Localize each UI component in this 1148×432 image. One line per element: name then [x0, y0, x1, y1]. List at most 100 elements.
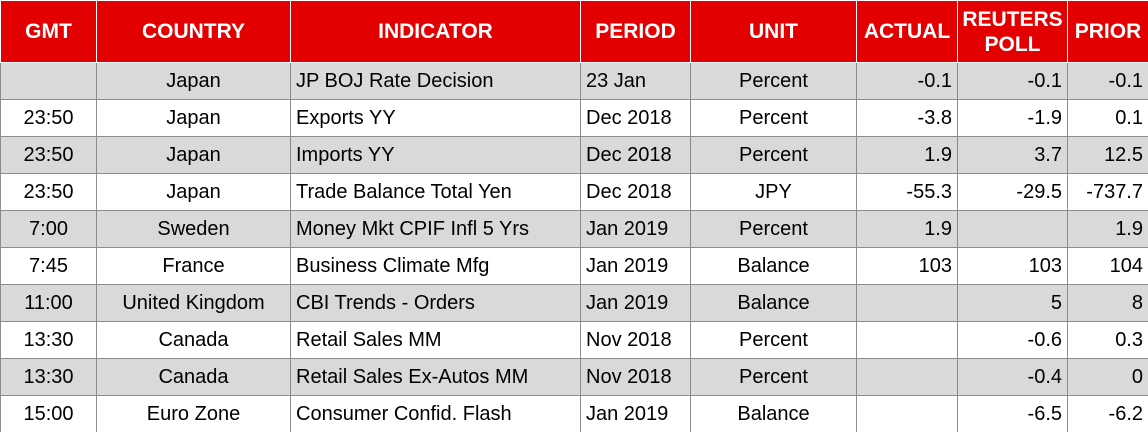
table-cell: 7:00 — [0, 210, 97, 248]
table-cell: 23 Jan — [580, 62, 691, 100]
table-cell — [856, 321, 958, 359]
column-header: INDICATOR — [290, 0, 581, 63]
column-header: PRIOR — [1067, 0, 1148, 63]
table-cell: 1.9 — [856, 136, 958, 174]
table-row: Japan JP BOJ Rate Decision 23 Jan Percent -0… — [0, 62, 1148, 100]
column-header: REUTERS POLL — [957, 0, 1068, 63]
table-cell: -1.9 — [957, 99, 1068, 137]
table-cell: 13:30 — [0, 358, 97, 396]
table-cell: Percent — [690, 321, 857, 359]
table-cell: Balance — [690, 247, 857, 285]
table-cell: CBI Trends - Orders — [290, 284, 581, 322]
table-cell: Japan — [96, 173, 291, 211]
table-cell: Japan — [96, 62, 291, 100]
table-cell: 103 — [856, 247, 958, 285]
table-cell — [0, 62, 97, 100]
table-cell: Balance — [690, 395, 857, 432]
table-cell: 1.9 — [856, 210, 958, 248]
table-cell: Percent — [690, 99, 857, 137]
table-cell: -29.5 — [957, 173, 1068, 211]
table-cell: Retail Sales MM — [290, 321, 581, 359]
table-cell: 103 — [957, 247, 1068, 285]
table-cell: 0.3 — [1067, 321, 1148, 359]
table-row: 7:00 Sweden Money Mkt CPIF Infl 5 Yrs Jan 2… — [0, 210, 1148, 248]
table-row: 23:50 Japan Exports YY Dec 2018 Percent -3.8-… — [0, 99, 1148, 137]
table-cell: 12.5 — [1067, 136, 1148, 174]
column-header: UNIT — [690, 0, 857, 63]
table-cell: Money Mkt CPIF Infl 5 Yrs — [290, 210, 581, 248]
table-cell: Jan 2019 — [580, 284, 691, 322]
table-cell: Trade Balance Total Yen — [290, 173, 581, 211]
table-cell: Japan — [96, 99, 291, 137]
table-cell: -0.1 — [1067, 62, 1148, 100]
table-cell: -0.4 — [957, 358, 1068, 396]
table-cell: -3.8 — [856, 99, 958, 137]
table-cell — [856, 358, 958, 396]
table-cell: JP BOJ Rate Decision — [290, 62, 581, 100]
table-row: 7:45 France Business Climate Mfg Jan 2019 Ba… — [0, 247, 1148, 285]
table-cell: Exports YY — [290, 99, 581, 137]
table-row: 23:50 Japan Imports YY Dec 2018 Percent 1.9 3.… — [0, 136, 1148, 174]
table-cell: Jan 2019 — [580, 210, 691, 248]
table-cell: 104 — [1067, 247, 1148, 285]
table-row: 13:30 Canada Retail Sales MM Nov 2018 Percen… — [0, 321, 1148, 359]
table-cell: Dec 2018 — [580, 99, 691, 137]
table-cell: Imports YY — [290, 136, 581, 174]
table-cell — [856, 395, 958, 432]
table-cell: 0 — [1067, 358, 1148, 396]
table-row: 11:00 United Kingdom CBI Trends - Orders Ja… — [0, 284, 1148, 322]
table-cell: 0.1 — [1067, 99, 1148, 137]
table-cell: -6.5 — [957, 395, 1068, 432]
table-cell: JPY — [690, 173, 857, 211]
table-cell: Percent — [690, 62, 857, 100]
table-body: Japan JP BOJ Rate Decision 23 Jan Percent -0… — [0, 62, 1148, 432]
table-cell: United Kingdom — [96, 284, 291, 322]
table-cell: Jan 2019 — [580, 247, 691, 285]
table-cell: Canada — [96, 321, 291, 359]
table-cell: Retail Sales Ex-Autos MM — [290, 358, 581, 396]
table-row: 15:00 Euro Zone Consumer Confid. Flash Jan … — [0, 395, 1148, 432]
table-cell: Japan — [96, 136, 291, 174]
column-header: ACTUAL — [856, 0, 958, 63]
table-cell: -0.1 — [957, 62, 1068, 100]
table-cell: Sweden — [96, 210, 291, 248]
table-cell: 11:00 — [0, 284, 97, 322]
table-cell: 23:50 — [0, 99, 97, 137]
table-cell: Nov 2018 — [580, 321, 691, 359]
table-cell: 13:30 — [0, 321, 97, 359]
table-cell: Percent — [690, 136, 857, 174]
table-cell: 15:00 — [0, 395, 97, 432]
table-cell: -0.6 — [957, 321, 1068, 359]
table-cell: Balance — [690, 284, 857, 322]
table-cell: 23:50 — [0, 136, 97, 174]
table-cell: Dec 2018 — [580, 136, 691, 174]
table-cell: Consumer Confid. Flash — [290, 395, 581, 432]
table-cell: Business Climate Mfg — [290, 247, 581, 285]
table-cell: 5 — [957, 284, 1068, 322]
table-cell — [856, 284, 958, 322]
table-cell: -0.1 — [856, 62, 958, 100]
column-header: COUNTRY — [96, 0, 291, 63]
table-cell: 7:45 — [0, 247, 97, 285]
table-cell: Percent — [690, 210, 857, 248]
table-cell: -737.7 — [1067, 173, 1148, 211]
table-cell: Jan 2019 — [580, 395, 691, 432]
table-cell — [957, 210, 1068, 248]
column-header: GMT — [0, 0, 97, 63]
table-cell: Canada — [96, 358, 291, 396]
table-cell: -55.3 — [856, 173, 958, 211]
table-cell: Percent — [690, 358, 857, 396]
table-cell: -6.2 — [1067, 395, 1148, 432]
table-cell: Euro Zone — [96, 395, 291, 432]
column-header: PERIOD — [580, 0, 691, 63]
table-cell: 8 — [1067, 284, 1148, 322]
table-row: 13:30 Canada Retail Sales Ex-Autos MM Nov 2… — [0, 358, 1148, 396]
table-cell: 3.7 — [957, 136, 1068, 174]
table-cell: France — [96, 247, 291, 285]
table-cell: 23:50 — [0, 173, 97, 211]
table-cell: 1.9 — [1067, 210, 1148, 248]
header-row: GMT COUNTRY INDICATOR PERIOD UNIT ACTUAL REUTE… — [0, 0, 1148, 63]
table-cell: Nov 2018 — [580, 358, 691, 396]
table-row: 23:50 Japan Trade Balance Total Yen Dec 201… — [0, 173, 1148, 211]
